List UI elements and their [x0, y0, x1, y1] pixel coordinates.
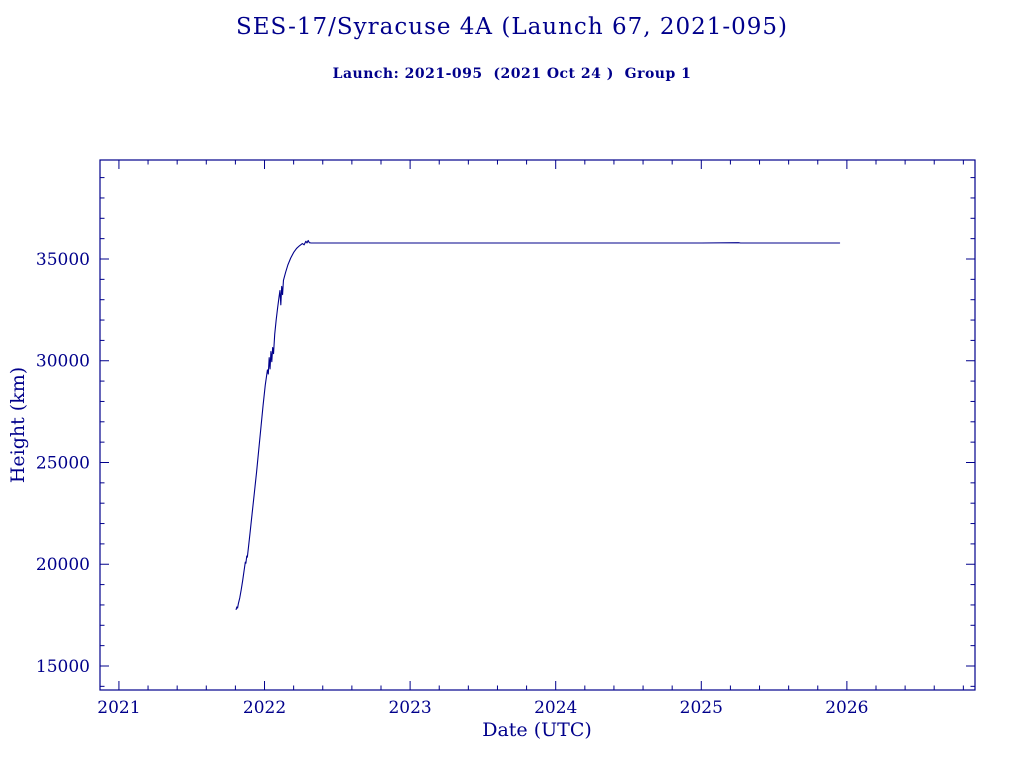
- x-tick-label: 2021: [97, 698, 140, 718]
- chart-subtitle: Launch: 2021-095 (2021 Oct 24 ) Group 1: [332, 66, 692, 82]
- y-tick-label: 30000: [36, 352, 90, 372]
- plot-frame: [99, 159, 976, 691]
- chart-title: SES-17/Syracuse 4A (Launch 67, 2021-095): [235, 14, 789, 40]
- x-tick-label: 2024: [534, 698, 577, 718]
- x-tick-label: 2023: [388, 698, 431, 718]
- y-tick-label: 20000: [36, 555, 90, 575]
- x-tick-label: 2025: [680, 698, 723, 718]
- x-tick-label: 2026: [825, 698, 868, 718]
- y-tick-label: 15000: [36, 657, 90, 677]
- x-tick-label: 2022: [243, 698, 286, 718]
- x-axis-label: Date (UTC): [482, 719, 592, 741]
- y-tick-label: 25000: [36, 453, 90, 473]
- y-tick-label: 35000: [36, 250, 90, 270]
- height-series-line: [235, 239, 841, 610]
